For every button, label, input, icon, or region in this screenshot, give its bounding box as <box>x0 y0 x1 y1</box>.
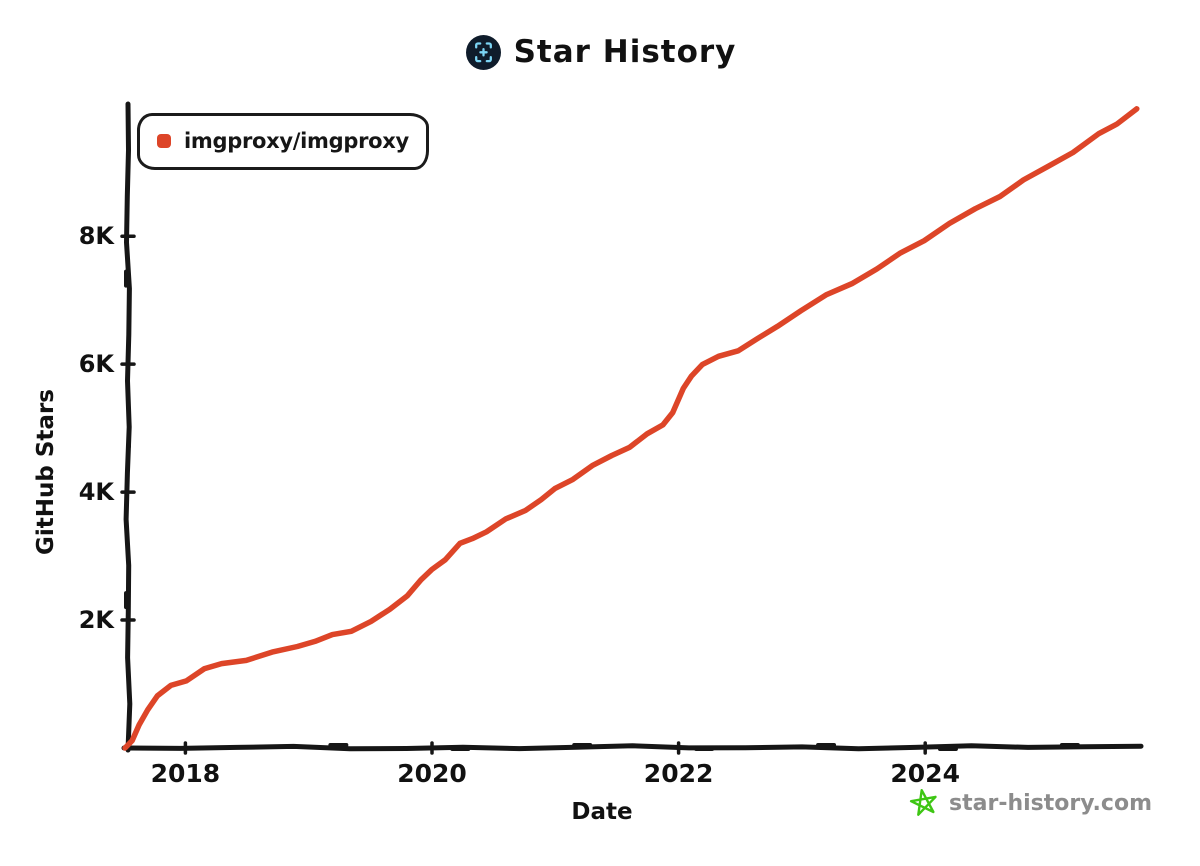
y-tick-label: 2K <box>79 606 116 634</box>
legend[interactable]: imgproxy/imgproxy <box>137 113 429 170</box>
watermark-link[interactable]: star-history.com <box>949 790 1152 816</box>
y-axis-line <box>123 101 133 753</box>
y-axis-title: GitHub Stars <box>33 389 59 555</box>
green-star-icon <box>908 787 940 819</box>
x-axis-line <box>121 743 1144 752</box>
y-tick-label: 4K <box>79 478 116 506</box>
legend-swatch <box>157 134 171 148</box>
x-tick-label: 2020 <box>397 759 467 788</box>
page-title: Star History <box>513 34 737 70</box>
chart-title-row: Star History <box>0 28 1200 76</box>
y-tick-label: 8K <box>79 222 116 250</box>
x-tick-label: 2018 <box>151 759 221 788</box>
x-axis-title: Date <box>571 799 633 825</box>
x-tick-label: 2022 <box>644 759 714 788</box>
star-history-logo-icon <box>464 33 503 72</box>
x-tick-label: 2024 <box>890 759 960 788</box>
y-tick-label: 6K <box>79 350 116 378</box>
series-line-imgproxy-imgproxy <box>122 106 1140 751</box>
legend-item-label: imgproxy/imgproxy <box>184 129 409 153</box>
watermark[interactable]: star-history.com <box>908 786 1152 820</box>
